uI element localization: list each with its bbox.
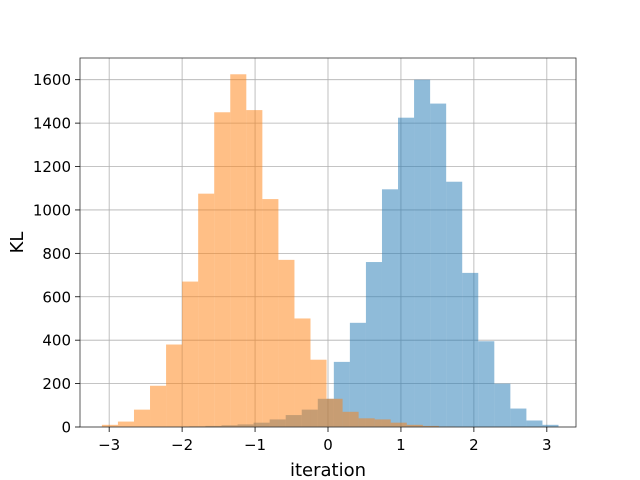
histogram-bar [526, 420, 543, 427]
histogram-bar [214, 112, 231, 427]
y-tick-label: 600 [42, 288, 71, 306]
histogram-bar [374, 419, 391, 427]
y-tick-label: 1400 [33, 115, 71, 133]
histogram-bar [430, 103, 447, 428]
y-tick-label: 200 [42, 375, 71, 393]
histogram-bar [182, 281, 199, 427]
histogram-bar [262, 199, 279, 427]
histogram-bar [381, 189, 399, 427]
histogram-bar [342, 411, 359, 427]
histogram-bar [117, 421, 134, 427]
histogram-bar [278, 259, 295, 427]
histogram-bar [246, 110, 263, 427]
histogram-bar [542, 424, 559, 427]
histogram-bar [406, 424, 423, 427]
histogram-bar [349, 322, 366, 427]
histogram-bar [398, 117, 415, 428]
histogram-bar [133, 409, 151, 427]
y-tick-label: 1000 [33, 201, 71, 219]
y-tick-label: 0 [61, 419, 71, 437]
x-tick-label: −3 [98, 436, 120, 454]
y-tick-label: 1200 [33, 158, 71, 176]
histogram-bar [494, 383, 511, 427]
y-tick-label: 800 [42, 245, 71, 263]
histogram-bar [101, 424, 118, 427]
histogram-bar [150, 385, 167, 427]
histogram-bar [198, 193, 215, 427]
histogram-bar [462, 272, 479, 427]
histogram-bar [365, 262, 382, 427]
histogram-bar [326, 398, 343, 427]
y-axis-label: KL [7, 232, 28, 254]
x-tick-label: 0 [323, 436, 333, 454]
x-tick-label: −1 [244, 436, 266, 454]
axis-ticks: −3 −2 −1 0 1 2 3 0 200 400 600 800 1000 1200 1400 1600 [33, 71, 552, 454]
histogram-bar [294, 318, 311, 427]
histogram-bar [446, 181, 463, 427]
histogram-bar [166, 344, 183, 427]
x-tick-label: 1 [396, 436, 406, 454]
histogram-bar [414, 79, 431, 428]
x-tick-label: 2 [469, 436, 479, 454]
y-tick-label: 1600 [33, 71, 71, 89]
histogram-bar [390, 422, 407, 427]
histogram-bar [358, 418, 375, 427]
histogram-bar [510, 408, 527, 427]
histogram-bar [422, 425, 439, 427]
histogram-bars [101, 74, 559, 428]
x-tick-label: 3 [542, 436, 552, 454]
histogram-bar [478, 341, 495, 427]
histogram-bar [310, 359, 327, 427]
histogram-bar [230, 74, 247, 427]
x-tick-label: −2 [171, 436, 193, 454]
y-tick-label: 400 [42, 332, 71, 350]
x-axis-label: iteration [290, 460, 366, 480]
